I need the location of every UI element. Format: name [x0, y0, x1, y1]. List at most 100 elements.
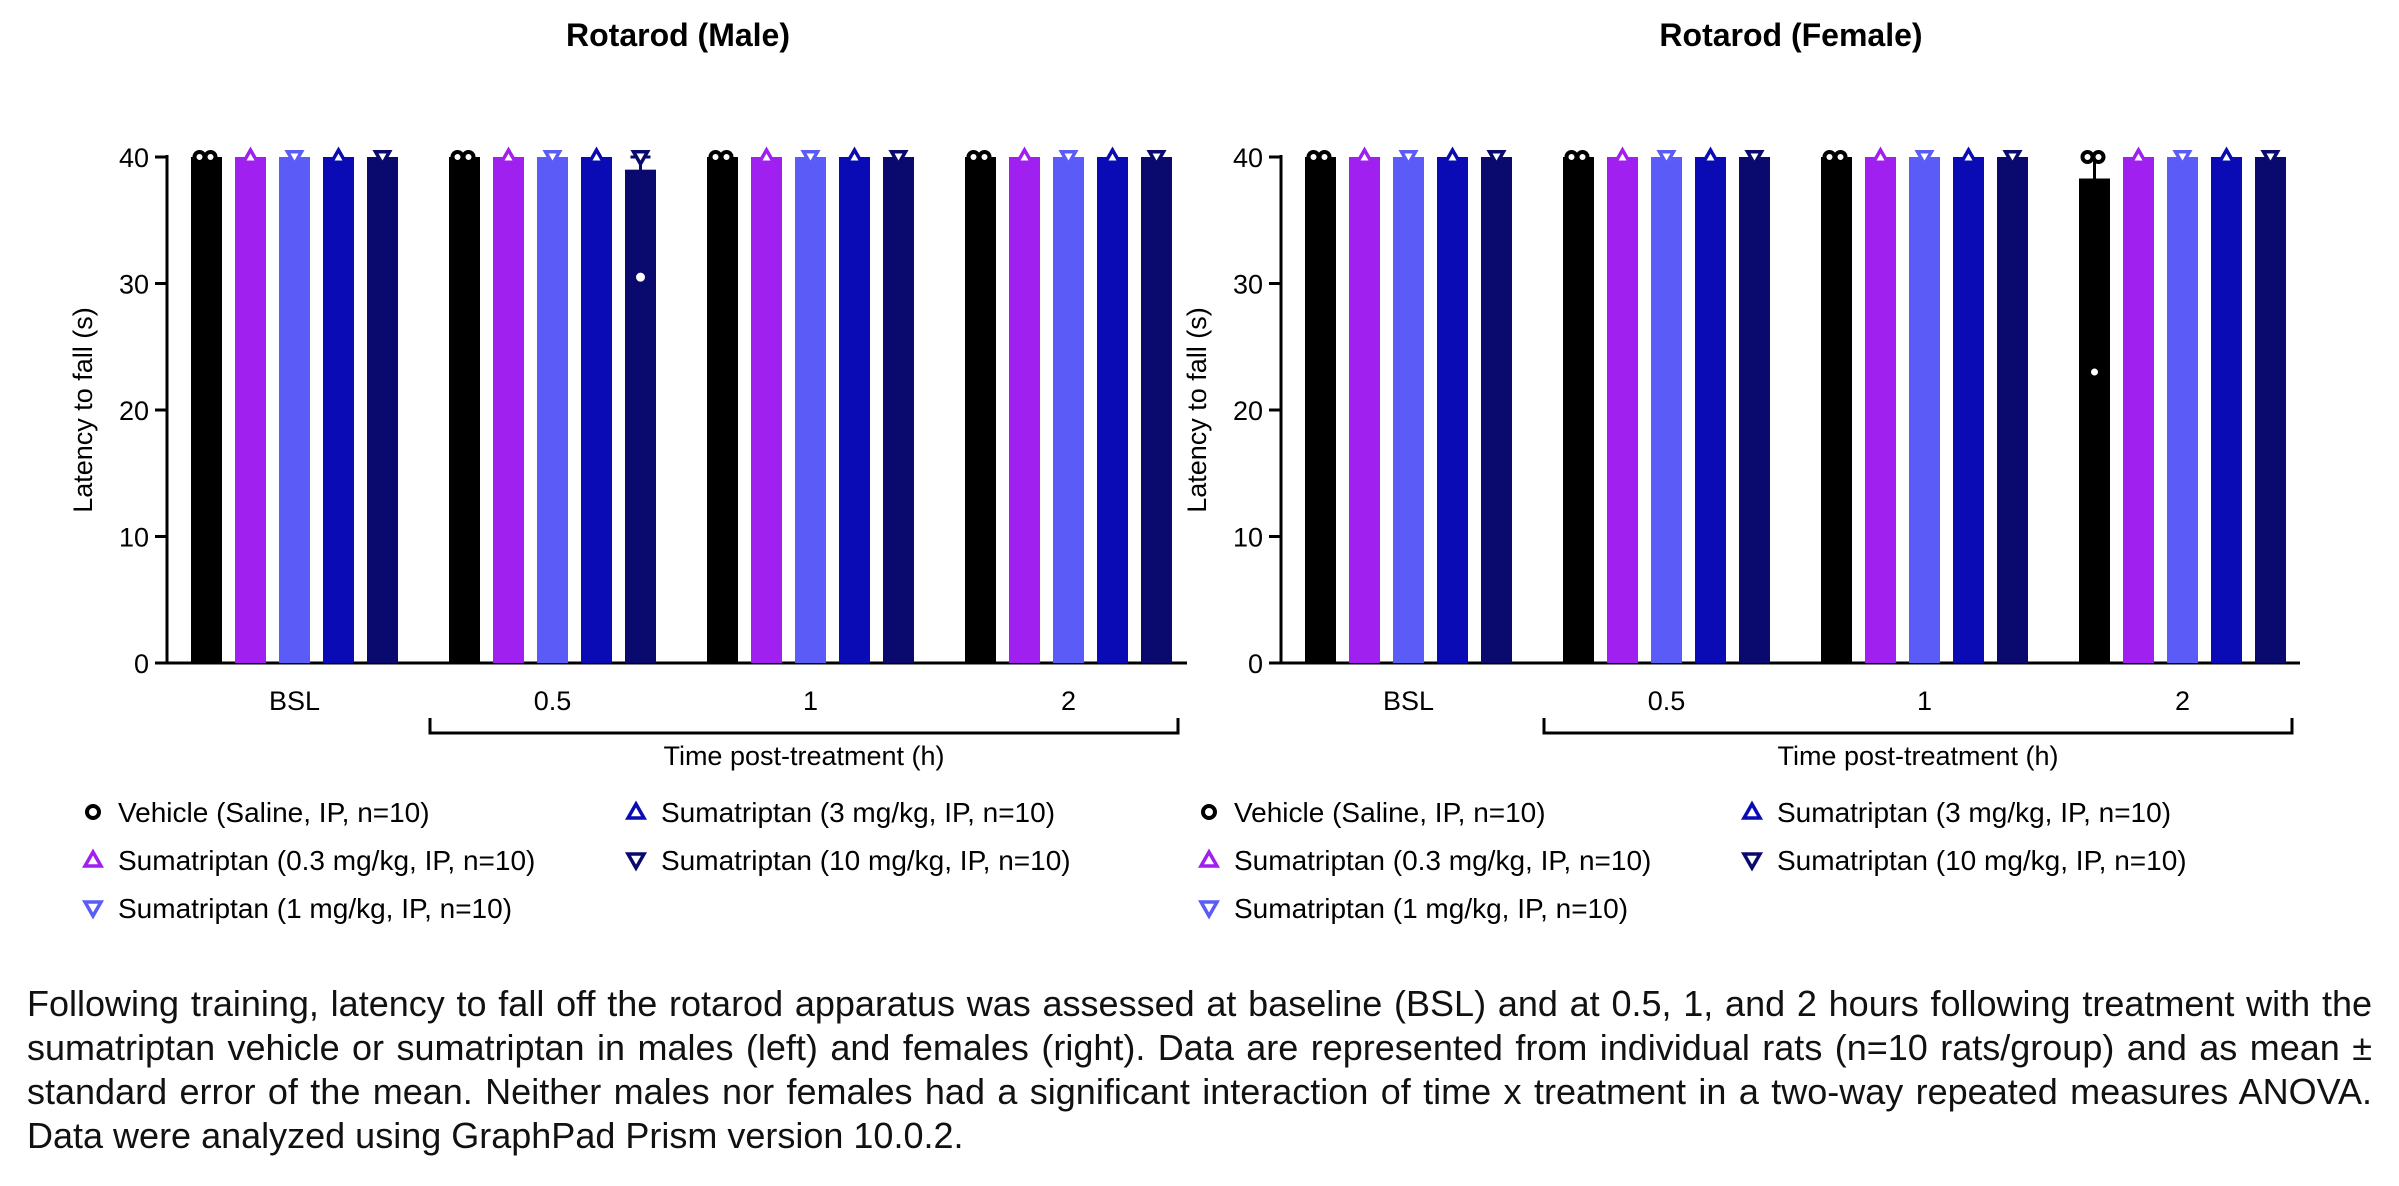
legend-marker [624, 800, 648, 820]
data-point [498, 146, 519, 164]
y-tick-label: 40 [119, 143, 149, 173]
legend-label: Vehicle (Saline, IP, n=10) [118, 797, 430, 828]
bar [2211, 157, 2242, 663]
legend-label: Sumatriptan (3 mg/kg, IP, n=10) [1777, 797, 2171, 828]
bar [1437, 157, 1468, 663]
data-point [1398, 150, 1419, 168]
bar [965, 157, 996, 663]
data-point [888, 150, 909, 168]
bar [493, 157, 524, 663]
data-point [2091, 150, 2106, 164]
y-tick-label: 40 [1233, 143, 1263, 173]
bar [235, 157, 266, 663]
data-point [1146, 150, 1167, 168]
bar [1997, 157, 2028, 663]
y-tick-label: 10 [1233, 523, 1263, 553]
y-tick-label: 20 [1233, 396, 1263, 426]
data-point [1958, 146, 1979, 164]
bar [279, 157, 310, 663]
data-point [2172, 150, 2193, 168]
bar [751, 157, 782, 663]
x-tick-label: 0.5 [1648, 686, 1686, 716]
chart-title: Rotarod (Male) [566, 17, 790, 53]
bar [323, 157, 354, 663]
bar [1865, 157, 1896, 663]
bar [795, 157, 826, 663]
bar [1695, 157, 1726, 663]
bar [2079, 178, 2110, 663]
data-point [586, 146, 607, 164]
bar [1953, 157, 1984, 663]
data-point [636, 272, 645, 282]
data-point [1317, 150, 1332, 164]
y-tick-label: 20 [119, 396, 149, 426]
data-point [192, 150, 207, 164]
bar [707, 157, 738, 663]
data-point [1914, 150, 1935, 168]
data-point [719, 150, 734, 164]
data-point [966, 150, 981, 164]
legend-label: Sumatriptan (10 mg/kg, IP, n=10) [661, 845, 1071, 876]
data-point [800, 150, 821, 168]
legend-marker [1201, 804, 1217, 820]
figure-caption: Following training, latency to fall off … [27, 983, 2372, 1156]
data-point [1486, 150, 1507, 168]
x-group-bracket [428, 718, 1180, 735]
data-point [1700, 146, 1721, 164]
female-chart-panel: Rotarod (Female) 0 10 20 30 40 Latency to fall… [1182, 17, 2300, 924]
x-axis-label: Time post-treatment (h) [1777, 741, 2058, 771]
data-point [1822, 150, 1837, 164]
bar [1393, 157, 1424, 663]
data-point [1612, 146, 1633, 164]
bar [839, 157, 870, 663]
male-chart-panel: Rotarod (Male) 0 10 20 30 40 Latency to fall (… [68, 17, 1187, 924]
bar [1141, 157, 1172, 663]
data-point [2216, 146, 2237, 164]
y-tick-label: 30 [119, 270, 149, 300]
data-point [542, 150, 563, 168]
data-point [1656, 150, 1677, 168]
legend-label: Sumatriptan (10 mg/kg, IP, n=10) [1777, 845, 2187, 876]
x-tick-label: BSL [269, 686, 320, 716]
data-point [630, 150, 651, 168]
data-point [1058, 150, 1079, 168]
data-point [2128, 146, 2149, 164]
data-point [1575, 150, 1590, 164]
bar [449, 157, 480, 663]
legend-marker [1197, 848, 1221, 868]
y-tick-label: 0 [1248, 649, 1263, 679]
data-point [1014, 146, 1035, 164]
x-tick-label: 1 [1917, 686, 1932, 716]
legend-label: Sumatriptan (0.3 mg/kg, IP, n=10) [1234, 845, 1651, 876]
data-point [2090, 367, 2099, 377]
legend-label: Sumatriptan (1 mg/kg, IP, n=10) [118, 893, 512, 924]
data-point [1306, 150, 1321, 164]
bar [1651, 157, 1682, 663]
legend-label: Vehicle (Saline, IP, n=10) [1234, 797, 1546, 828]
data-point [203, 150, 218, 164]
x-group-bracket [1542, 718, 2294, 735]
y-tick-label: 0 [134, 649, 149, 679]
data-point [1354, 146, 1375, 164]
bar [2123, 157, 2154, 663]
data-point [708, 150, 723, 164]
legend-label: Sumatriptan (1 mg/kg, IP, n=10) [1234, 893, 1628, 924]
bar [581, 157, 612, 663]
data-point [1102, 146, 1123, 164]
data-point [2260, 150, 2281, 168]
data-point [756, 146, 777, 164]
legend-marker [1740, 800, 1764, 820]
bar [883, 157, 914, 663]
data-point [1564, 150, 1579, 164]
data-point [372, 150, 393, 168]
legend-marker [85, 804, 101, 820]
data-point [977, 150, 992, 164]
data-point [1744, 150, 1765, 168]
legend-label: Sumatriptan (3 mg/kg, IP, n=10) [661, 797, 1055, 828]
x-tick-label: 1 [803, 686, 818, 716]
data-point [461, 150, 476, 164]
bar [537, 157, 568, 663]
data-point [328, 146, 349, 164]
chart-title: Rotarod (Female) [1659, 17, 1922, 53]
